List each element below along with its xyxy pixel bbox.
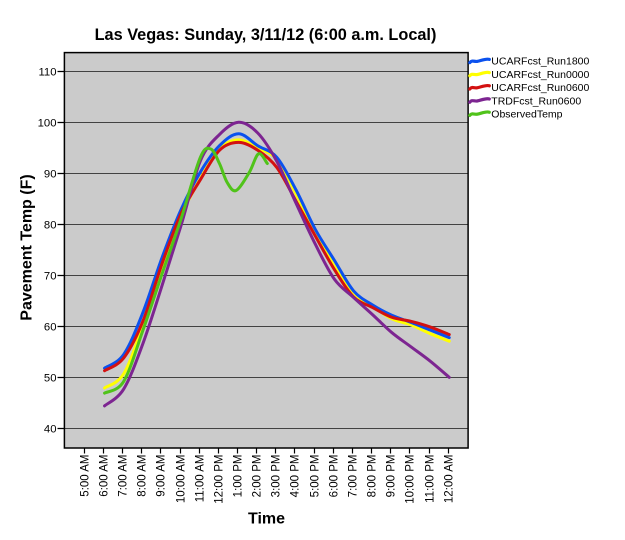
svg-text:8:00 AM: 8:00 AM (136, 455, 148, 497)
svg-text:TRDFcst_Run0600: TRDFcst_Run0600 (491, 95, 581, 107)
svg-text:5:00 AM: 5:00 AM (79, 455, 91, 497)
svg-text:60: 60 (44, 322, 57, 334)
svg-text:11:00 AM: 11:00 AM (194, 455, 206, 503)
svg-text:UCARFcst_Run1800: UCARFcst_Run1800 (491, 56, 589, 68)
svg-text:7:00 AM: 7:00 AM (117, 455, 129, 497)
svg-text:1:00 PM: 1:00 PM (232, 455, 244, 498)
svg-text:10:00 AM: 10:00 AM (175, 455, 187, 504)
svg-text:6:00 PM: 6:00 PM (328, 455, 340, 498)
svg-text:90: 90 (44, 169, 57, 181)
svg-text:5:00 PM: 5:00 PM (309, 455, 321, 498)
svg-text:70: 70 (44, 271, 57, 283)
svg-text:100: 100 (38, 118, 57, 130)
svg-text:9:00 AM: 9:00 AM (155, 455, 167, 497)
svg-text:2:00 PM: 2:00 PM (251, 455, 263, 498)
svg-text:7:00 PM: 7:00 PM (347, 455, 359, 498)
svg-text:Las Vegas: Sunday, 3/11/12 (6:: Las Vegas: Sunday, 3/11/12 (6:00 a.m. Lo… (95, 26, 437, 44)
svg-text:10:00 PM: 10:00 PM (404, 455, 416, 504)
svg-text:11:00 PM: 11:00 PM (424, 455, 436, 503)
svg-text:UCARFcst_Run0600: UCARFcst_Run0600 (491, 82, 589, 94)
svg-text:50: 50 (44, 373, 57, 385)
svg-text:12:00 PM: 12:00 PM (213, 455, 225, 504)
svg-text:ObservedTemp: ObservedTemp (491, 109, 562, 121)
svg-text:8:00 PM: 8:00 PM (366, 455, 378, 498)
svg-text:3:00 PM: 3:00 PM (270, 455, 282, 498)
svg-text:40: 40 (44, 424, 57, 436)
svg-text:6:00 AM: 6:00 AM (98, 455, 110, 497)
svg-text:9:00 PM: 9:00 PM (385, 455, 397, 498)
svg-text:110: 110 (38, 67, 56, 79)
svg-text:12:00 AM: 12:00 AM (443, 455, 455, 504)
svg-text:UCARFcst_Run0000: UCARFcst_Run0000 (491, 69, 589, 81)
svg-text:4:00 PM: 4:00 PM (289, 455, 301, 498)
svg-text:80: 80 (44, 220, 57, 232)
svg-text:Pavement Temp (F): Pavement Temp (F) (19, 174, 36, 320)
svg-text:Time: Time (248, 511, 285, 528)
